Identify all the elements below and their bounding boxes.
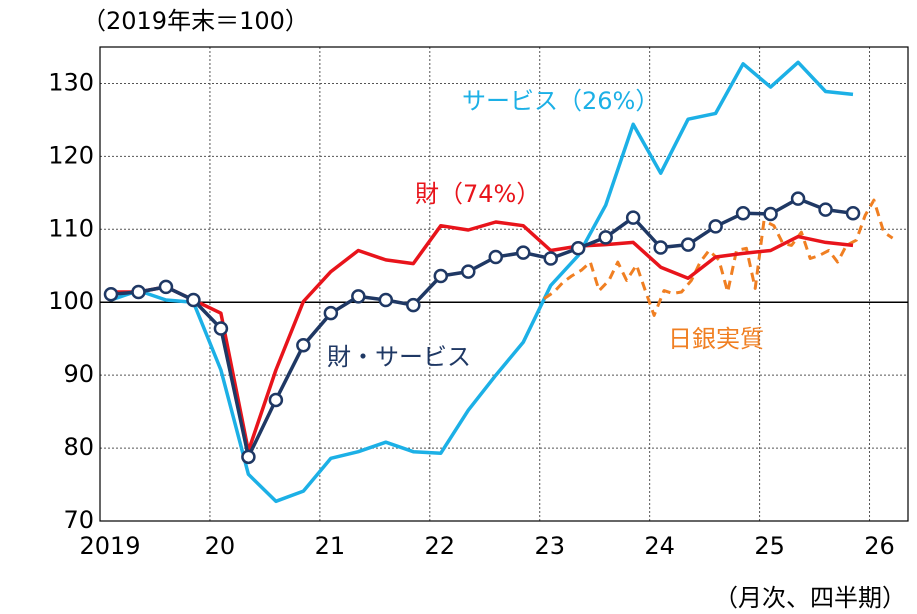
marker xyxy=(406,297,421,313)
marker xyxy=(763,206,778,222)
series-label: サービス（26%） xyxy=(462,87,659,115)
marker xyxy=(790,191,806,206)
series-line xyxy=(111,220,854,453)
marker xyxy=(241,449,256,465)
y-tick-label: 130 xyxy=(48,68,94,96)
marker xyxy=(103,286,119,302)
plot-border xyxy=(99,46,909,522)
marker xyxy=(845,206,861,221)
marker xyxy=(158,279,174,295)
x-tick-label: 21 xyxy=(315,532,346,560)
marker xyxy=(296,338,311,353)
marker xyxy=(323,305,339,321)
marker xyxy=(186,292,201,308)
unit-label: （2019年末＝100） xyxy=(82,7,309,35)
x-tick-label: 24 xyxy=(644,532,675,560)
series-label: 日銀実質 xyxy=(668,325,764,353)
marker xyxy=(598,230,613,245)
x-axis-note: （月次、四半期） xyxy=(714,584,906,612)
y-tick-label: 100 xyxy=(48,287,94,315)
marker xyxy=(268,392,284,408)
x-tick-label: 23 xyxy=(534,532,565,560)
marker xyxy=(351,289,366,304)
y-tick-label: 110 xyxy=(48,214,94,242)
marker xyxy=(708,219,723,234)
y-tick-label: 70 xyxy=(63,506,94,534)
series-line xyxy=(110,60,854,504)
marker xyxy=(735,206,751,221)
series-line xyxy=(110,196,854,459)
marker xyxy=(818,202,833,217)
marker xyxy=(213,321,229,336)
marker xyxy=(488,249,504,265)
x-tick-label: 25 xyxy=(754,532,785,560)
marker xyxy=(433,268,449,284)
y-tick-label: 90 xyxy=(63,360,94,388)
marker xyxy=(515,245,531,260)
y-tick-label: 80 xyxy=(63,433,94,461)
x-tick-label: 22 xyxy=(425,532,456,560)
marker xyxy=(131,284,146,300)
marker xyxy=(570,241,586,256)
x-tick-label: 26 xyxy=(864,532,895,560)
y-tick-label: 120 xyxy=(48,141,94,169)
marker xyxy=(625,210,641,225)
series-line xyxy=(543,198,894,317)
marker xyxy=(461,264,476,279)
marker xyxy=(378,292,394,308)
x-tick-label: 20 xyxy=(205,532,236,560)
x-tick-label: 2019 xyxy=(79,532,140,560)
series-label: 財（74%） xyxy=(415,180,540,208)
marker xyxy=(680,237,696,252)
series-label: 財・サービス xyxy=(327,343,471,371)
marker xyxy=(653,240,668,255)
marker xyxy=(543,251,558,266)
